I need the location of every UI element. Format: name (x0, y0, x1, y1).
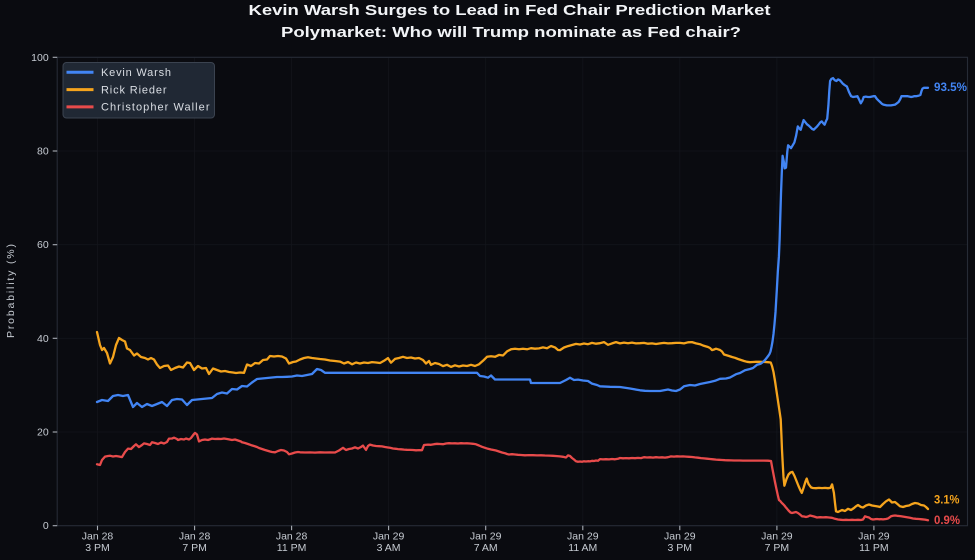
svg-text:Jan 28: Jan 28 (179, 531, 211, 543)
svg-text:Rick Rieder: Rick Rieder (101, 84, 167, 96)
svg-text:80: 80 (37, 146, 49, 158)
svg-text:Jan 29: Jan 29 (567, 531, 599, 543)
svg-text:Kevin Warsh Surges to Lead in: Kevin Warsh Surges to Lead in Fed Chair … (249, 2, 771, 19)
svg-text:11 PM: 11 PM (859, 542, 889, 554)
svg-text:Jan 29: Jan 29 (664, 531, 696, 543)
svg-text:60: 60 (37, 239, 49, 251)
svg-text:Jan 29: Jan 29 (761, 531, 793, 543)
svg-text:11 AM: 11 AM (568, 542, 597, 554)
svg-text:3 PM: 3 PM (668, 542, 693, 554)
svg-text:Jan 29: Jan 29 (858, 531, 890, 543)
svg-text:3 PM: 3 PM (85, 542, 110, 554)
svg-text:11 PM: 11 PM (277, 542, 307, 554)
svg-text:7 PM: 7 PM (182, 542, 207, 554)
svg-text:Jan 29: Jan 29 (373, 531, 405, 543)
svg-text:Probability (%): Probability (%) (5, 244, 17, 338)
svg-text:Jan 28: Jan 28 (276, 531, 308, 543)
svg-text:Jan 28: Jan 28 (82, 531, 114, 543)
svg-text:Kevin Warsh: Kevin Warsh (101, 67, 171, 79)
svg-text:7 PM: 7 PM (765, 542, 790, 554)
svg-text:93.5%: 93.5% (934, 80, 967, 94)
svg-text:20: 20 (37, 427, 49, 439)
svg-text:3.1%: 3.1% (934, 493, 960, 507)
svg-text:3 AM: 3 AM (377, 542, 401, 554)
svg-text:0.9%: 0.9% (934, 513, 960, 527)
svg-text:Christopher Waller: Christopher Waller (101, 102, 210, 114)
svg-text:40: 40 (37, 333, 49, 345)
svg-text:0: 0 (43, 520, 49, 532)
svg-text:7 AM: 7 AM (474, 542, 498, 554)
svg-text:100: 100 (31, 52, 49, 64)
svg-text:Jan 29: Jan 29 (470, 531, 502, 543)
svg-text:Polymarket: Who will Trump nom: Polymarket: Who will Trump nominate as F… (281, 24, 741, 41)
